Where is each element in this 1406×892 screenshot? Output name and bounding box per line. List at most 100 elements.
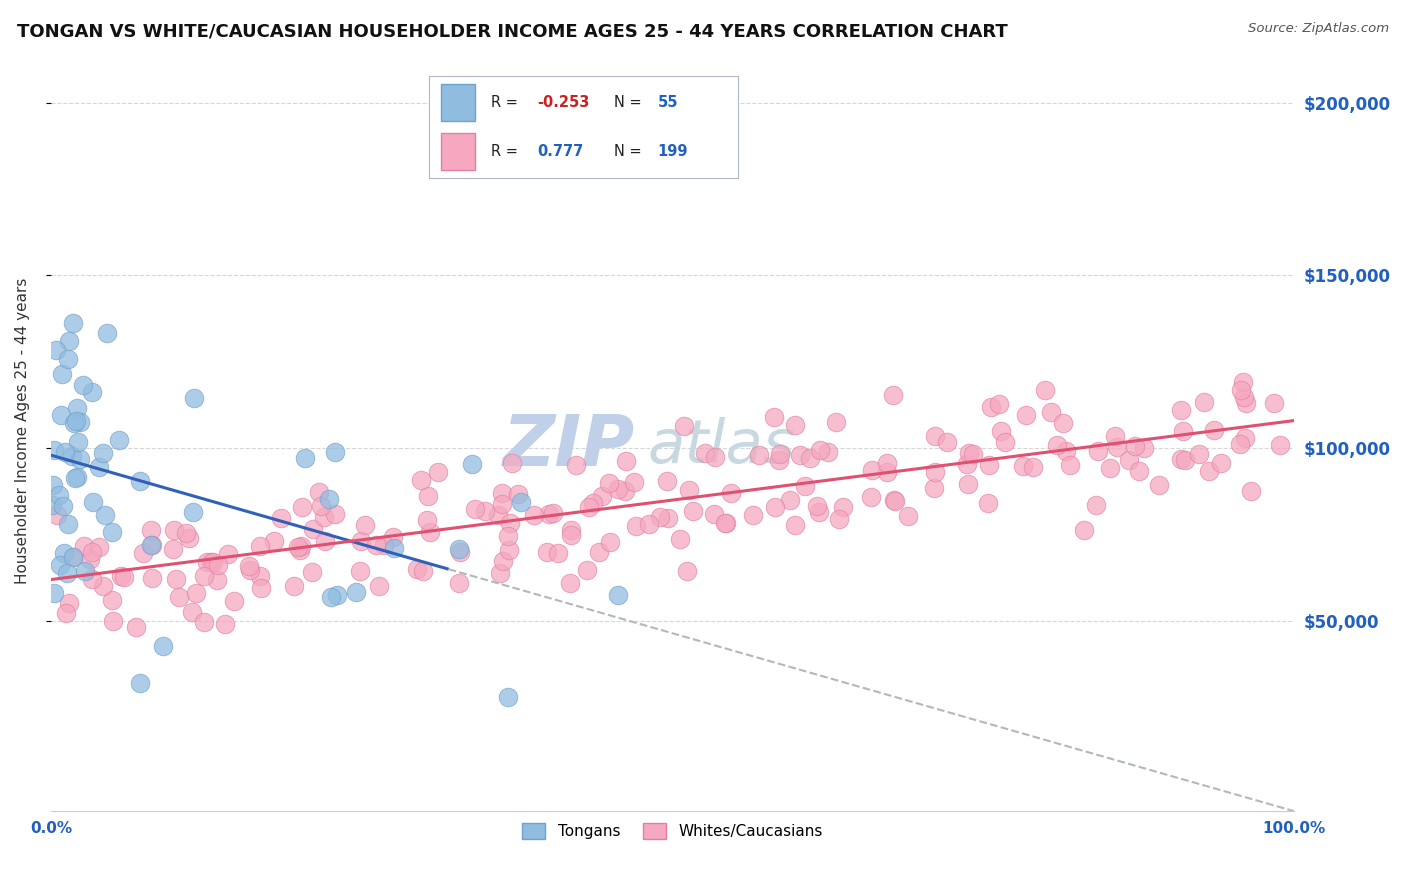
Point (177, 532, 200, 546)
Point (924, 465, 946, 479)
Point (163, 523, 186, 537)
Text: R =: R = (491, 145, 522, 160)
Point (922, 481, 945, 495)
Point (62, 549, 84, 564)
Point (82, 494, 104, 508)
Point (591, 489, 613, 503)
Point (214, 617, 236, 632)
Point (58, 596, 80, 610)
Point (828, 512, 851, 526)
Point (60, 449, 83, 463)
Point (141, 571, 163, 585)
Point (598, 475, 620, 490)
Point (860, 463, 883, 477)
Point (1234, 396, 1257, 410)
Point (1118, 452, 1140, 467)
Point (1054, 444, 1077, 458)
Point (181, 505, 204, 519)
Point (703, 508, 725, 522)
Point (56, 566, 79, 581)
Text: 199: 199 (658, 145, 688, 160)
Point (676, 564, 699, 578)
Point (704, 450, 727, 465)
Point (461, 457, 484, 471)
Point (614, 484, 637, 499)
Point (962, 447, 984, 461)
Point (1229, 383, 1251, 397)
Point (763, 409, 786, 424)
Point (249, 539, 271, 553)
Point (785, 417, 807, 432)
Point (270, 511, 292, 525)
Point (1022, 459, 1045, 474)
Point (1229, 436, 1251, 450)
Point (1087, 443, 1109, 458)
Point (139, 538, 162, 552)
Point (1123, 439, 1146, 453)
Point (52, 499, 75, 513)
Point (607, 482, 630, 496)
Point (110, 569, 132, 583)
Point (1170, 451, 1192, 466)
Point (980, 400, 1002, 414)
Point (302, 522, 325, 536)
Point (323, 445, 346, 459)
Point (67, 435, 90, 450)
Point (882, 387, 904, 401)
Point (648, 510, 671, 524)
Point (498, 690, 520, 705)
Point (53, 445, 76, 459)
Point (238, 558, 260, 573)
Point (990, 425, 1012, 439)
Point (319, 590, 342, 604)
Point (560, 523, 582, 537)
Point (1133, 441, 1156, 455)
Point (318, 492, 340, 507)
Point (1046, 438, 1069, 452)
Point (202, 555, 225, 569)
Point (100, 524, 122, 539)
Point (655, 474, 678, 488)
Point (381, 530, 404, 544)
Point (91, 579, 114, 593)
Point (301, 566, 323, 580)
Point (768, 453, 790, 467)
Point (94, 508, 117, 522)
Point (62, 316, 84, 330)
Point (294, 450, 316, 465)
Point (62, 549, 84, 564)
Point (96, 326, 118, 340)
Point (808, 443, 831, 458)
Point (367, 579, 389, 593)
Point (419, 525, 441, 540)
Point (124, 620, 146, 634)
Point (672, 418, 695, 433)
Point (1239, 483, 1261, 498)
Point (447, 541, 470, 556)
Point (1232, 375, 1254, 389)
FancyBboxPatch shape (441, 84, 475, 121)
Point (66, 469, 89, 483)
Point (897, 509, 920, 524)
Point (193, 615, 215, 629)
Point (977, 458, 1000, 472)
Point (1098, 461, 1121, 475)
Point (637, 517, 659, 532)
Point (669, 533, 692, 547)
Text: 55: 55 (658, 95, 678, 110)
Point (449, 576, 471, 591)
Point (799, 450, 821, 465)
Point (769, 447, 792, 461)
Point (79, 551, 101, 566)
Point (1059, 458, 1081, 473)
Point (69, 451, 91, 466)
Point (314, 510, 336, 524)
Point (418, 489, 440, 503)
Point (165, 572, 187, 586)
Point (486, 508, 509, 522)
Point (578, 500, 600, 515)
Point (794, 479, 817, 493)
Point (876, 456, 898, 470)
Point (817, 445, 839, 459)
Text: R =: R = (491, 95, 522, 110)
